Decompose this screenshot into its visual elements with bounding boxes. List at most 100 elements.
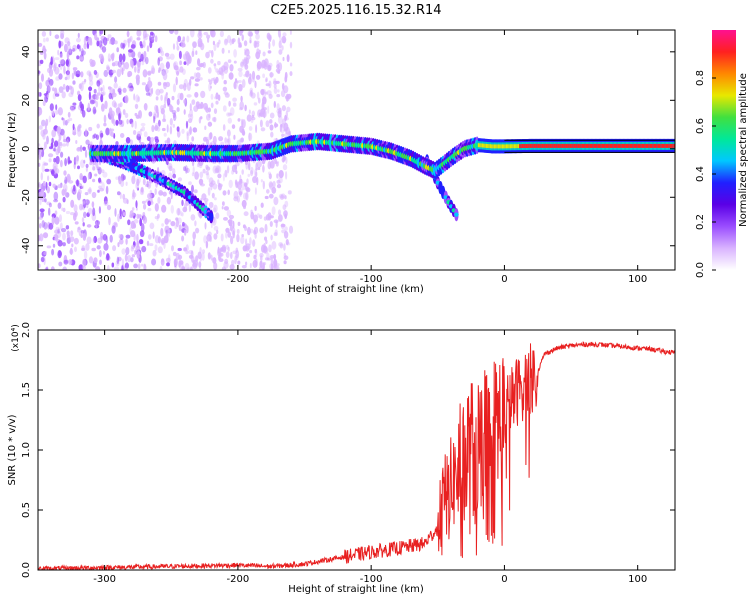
noise-mark bbox=[137, 69, 140, 74]
snr-frame bbox=[37, 329, 676, 571]
main-trace-mark bbox=[587, 143, 589, 148]
noise-mark bbox=[140, 187, 144, 192]
noise-mark bbox=[238, 191, 243, 196]
y-tick-label: -40 bbox=[21, 238, 32, 254]
noise-mark bbox=[259, 119, 263, 128]
noise-mark bbox=[73, 105, 76, 110]
noise-mark bbox=[47, 175, 50, 181]
noise-mark bbox=[136, 213, 140, 219]
noise-mark bbox=[283, 252, 287, 258]
noise-mark bbox=[62, 266, 67, 270]
noise-mark bbox=[97, 237, 103, 244]
noise-mark bbox=[254, 42, 260, 48]
noise-mark bbox=[236, 233, 240, 243]
main-trace-mark bbox=[556, 143, 559, 148]
noise-mark bbox=[218, 136, 224, 142]
noise-mark bbox=[232, 102, 237, 107]
main-trace-mark bbox=[513, 144, 516, 149]
noise-mark bbox=[236, 139, 242, 147]
noise-mark bbox=[185, 167, 190, 174]
noise-mark bbox=[41, 197, 45, 203]
main-trace-mark bbox=[477, 143, 480, 148]
noise-mark bbox=[213, 204, 218, 213]
noise-mark bbox=[140, 128, 143, 132]
noise-mark bbox=[109, 73, 113, 78]
main-trace-mark bbox=[612, 143, 615, 148]
noise-mark bbox=[103, 200, 109, 206]
noise-mark bbox=[287, 131, 291, 138]
noise-mark bbox=[281, 83, 285, 91]
noise-mark bbox=[78, 203, 84, 211]
noise-mark bbox=[61, 117, 64, 121]
noise-mark bbox=[140, 44, 144, 49]
noise-mark bbox=[89, 99, 95, 105]
noise-mark bbox=[53, 157, 57, 163]
noise-mark bbox=[255, 74, 261, 80]
noise-mark bbox=[241, 79, 246, 88]
noise-mark bbox=[223, 38, 228, 46]
noise-mark bbox=[136, 233, 139, 243]
main-trace-mark bbox=[508, 144, 511, 149]
noise-mark bbox=[111, 69, 117, 74]
noise-mark bbox=[210, 85, 212, 89]
noise-mark bbox=[132, 223, 137, 229]
noise-mark bbox=[197, 31, 203, 39]
spectrogram-x-ticks: -300 -200 -100 0 100 bbox=[93, 30, 647, 285]
noise-mark bbox=[224, 137, 228, 144]
noise-mark bbox=[269, 112, 275, 119]
main-trace-mark bbox=[519, 144, 522, 149]
noise-mark bbox=[286, 54, 290, 63]
noise-mark bbox=[111, 115, 115, 124]
noise-mark bbox=[65, 225, 70, 230]
noise-mark bbox=[176, 99, 180, 106]
main-trace-mark bbox=[645, 143, 648, 148]
noise-mark bbox=[73, 204, 78, 213]
noise-mark bbox=[96, 123, 100, 129]
noise-mark bbox=[280, 223, 286, 228]
noise-mark bbox=[241, 265, 247, 269]
main-trace-mark bbox=[493, 144, 496, 149]
noise-mark bbox=[241, 199, 247, 208]
noise-mark bbox=[273, 263, 279, 270]
noise-mark bbox=[92, 207, 96, 217]
noise-mark bbox=[38, 107, 43, 116]
noise-mark bbox=[51, 216, 55, 226]
noise-mark bbox=[38, 125, 43, 130]
noise-mark bbox=[38, 42, 43, 47]
noise-mark bbox=[281, 157, 285, 163]
noise-mark bbox=[248, 109, 251, 115]
noise-mark bbox=[164, 94, 168, 101]
noise-mark bbox=[98, 85, 101, 94]
noise-mark bbox=[81, 265, 86, 270]
noise-mark bbox=[75, 140, 78, 144]
noise-mark bbox=[78, 188, 82, 195]
noise-mark bbox=[118, 176, 122, 185]
noise-mark bbox=[108, 92, 113, 100]
noise-mark bbox=[141, 263, 144, 267]
noise-mark bbox=[169, 118, 173, 126]
noise-mark bbox=[288, 225, 294, 234]
main-trace-mark bbox=[481, 143, 484, 148]
noise-mark bbox=[86, 236, 92, 245]
noise-mark bbox=[263, 245, 268, 254]
noise-mark bbox=[217, 94, 221, 101]
noise-mark bbox=[201, 252, 205, 261]
noise-mark bbox=[65, 210, 71, 215]
noise-mark bbox=[142, 69, 148, 78]
noise-mark bbox=[260, 127, 266, 132]
noise-mark bbox=[143, 131, 148, 138]
noise-mark bbox=[208, 82, 212, 92]
noise-mark bbox=[102, 250, 105, 255]
noise-mark bbox=[49, 103, 54, 111]
noise-mark bbox=[124, 112, 129, 119]
noise-mark bbox=[136, 30, 142, 37]
noise-mark bbox=[124, 61, 130, 70]
noise-mark bbox=[238, 188, 243, 195]
noise-mark bbox=[157, 246, 163, 254]
noise-mark bbox=[154, 188, 157, 196]
noise-mark bbox=[215, 212, 220, 219]
noise-mark bbox=[215, 100, 219, 105]
main-trace-mark bbox=[488, 144, 491, 149]
colorbar-ticks: 0.0 0.2 0.4 0.6 0.8 bbox=[695, 70, 716, 278]
noise-mark bbox=[210, 58, 214, 64]
